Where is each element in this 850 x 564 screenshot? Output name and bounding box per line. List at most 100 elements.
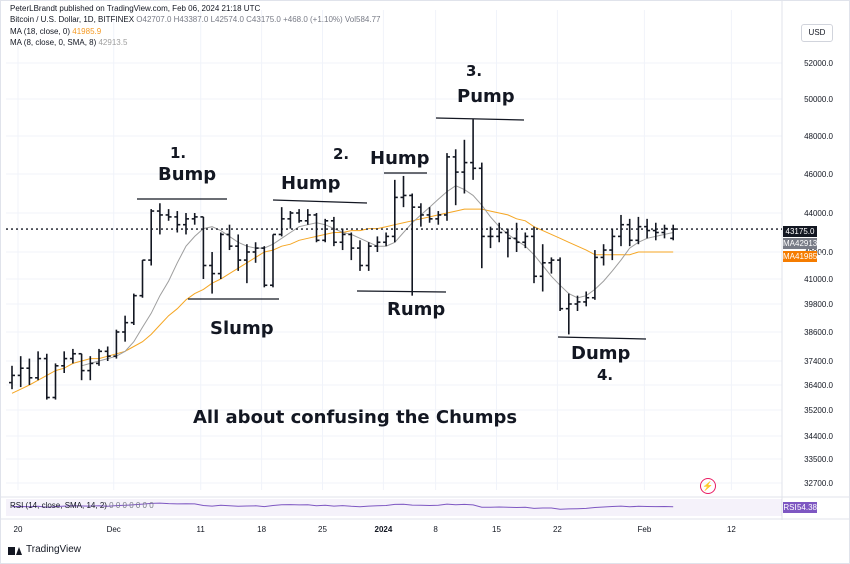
price-axis[interactable]: 32700.0 33500.0 34400.0 35200.0 36400.0 37400… [804, 59, 833, 488]
ohlc-bar [591, 250, 598, 300]
price-tick-label: 44000.0 [804, 209, 833, 218]
ohlc-bar [391, 179, 398, 243]
ohlc-bar [487, 226, 494, 249]
ohlc-bar [87, 356, 94, 381]
ma18-price-tag: MA 41985.9 [783, 251, 824, 262]
ohlc-bar [670, 224, 677, 241]
ohlc-bar [217, 232, 224, 279]
rsi-band [6, 499, 782, 516]
currency-button[interactable]: USD [801, 24, 833, 42]
rsi-legend[interactable]: RSI (14, close, SMA, 14, 2) 0 0 0 0 0 0 … [10, 501, 154, 510]
ohlc-bar [148, 209, 155, 266]
rsi-values: 0 0 0 0 0 0 0 [109, 501, 154, 510]
time-tick-label: 25 [318, 525, 327, 534]
time-tick-label: 20 [14, 525, 23, 534]
ohlc-bar [635, 216, 642, 245]
time-tick-label: 18 [257, 525, 266, 534]
ohlc-bar [165, 209, 172, 221]
tradingview-brand[interactable]: TradingView [8, 544, 81, 555]
ohlc-bar [583, 291, 590, 307]
ma18-legend[interactable]: MA (18, close, 0) 41985.9 [10, 27, 101, 36]
ohlc-bar [304, 209, 311, 225]
pump-label: Pump [457, 86, 515, 107]
rsi-pane[interactable] [6, 499, 782, 516]
ohlc-bar [557, 257, 564, 311]
ohlc-bar [270, 233, 276, 288]
bump-number: 1. [170, 144, 187, 162]
ohlc-bar [26, 358, 33, 385]
ohlc-bar [313, 213, 320, 243]
price-tick-label: 37400.0 [804, 357, 833, 366]
pump-line[interactable] [435, 117, 525, 121]
ohlc-bar [400, 175, 407, 208]
rump-line[interactable] [356, 290, 447, 293]
ohlc-bar [461, 139, 468, 194]
ohlc-bar [435, 211, 442, 225]
ohlc-bar [504, 228, 511, 258]
hump2-label: Hump [370, 148, 430, 169]
price-tick-label: 36400.0 [804, 381, 833, 390]
time-tick-label: Feb [638, 525, 652, 534]
ohlc-bar [200, 216, 207, 279]
rump-label: Rump [387, 299, 446, 320]
time-tick-label: 15 [492, 525, 501, 534]
pump-number: 3. [466, 62, 483, 80]
hump1-line[interactable] [272, 199, 368, 204]
price-tick-label: 52000.0 [804, 59, 833, 68]
ohlc-bar [539, 244, 546, 292]
price-tick-label: 46000.0 [804, 170, 833, 179]
price-tick-label: 42000.0 [804, 248, 833, 257]
time-axis[interactable]: 20 Dec 11 18 25 2024 8 15 22 Feb 12 [14, 525, 737, 534]
dump-line[interactable] [557, 336, 647, 340]
ohlc-bar [409, 193, 416, 296]
ohlc-bar [104, 346, 111, 361]
ohlc-bar [226, 224, 233, 251]
dump-number: 4. [597, 366, 614, 384]
ohlc-bar [17, 356, 24, 388]
ohlc-bar [35, 351, 42, 381]
price-tick-label: 48000.0 [804, 132, 833, 141]
ma8-value: 42913.5 [98, 38, 128, 47]
symbol-legend: Bitcoin / U.S. Dollar, 1D, BITFINEX O427… [10, 15, 380, 24]
price-tick-label: 38600.0 [804, 328, 833, 337]
ohlc-bar [374, 236, 381, 252]
ma18-value: 41985.9 [72, 27, 102, 36]
symbol-name: Bitcoin / U.S. Dollar, 1D, BITFINEX [10, 15, 135, 24]
ohlc-bar [96, 348, 102, 366]
ohlc-bar [296, 209, 303, 223]
ohlc-bar [9, 365, 15, 390]
ohlc-bar [113, 329, 120, 359]
ohlc-bar [69, 348, 76, 364]
rsi-tag: RSI 54.38 [783, 502, 817, 513]
ohlc-bar [261, 246, 268, 288]
ohlc-bar [609, 228, 616, 261]
ma8-legend[interactable]: MA (8, close, 0, SMA, 8) 42913.5 [10, 38, 127, 47]
ma8-label: MA (8, close, 0, SMA, 8) [10, 38, 97, 47]
ohlc-bar [522, 232, 529, 249]
time-tick-label: 22 [553, 525, 562, 534]
lightning-icon[interactable]: ⚡ [700, 478, 716, 494]
ohlc-bar [600, 244, 607, 266]
brand-name: TradingView [26, 544, 82, 555]
ohlc-bar [243, 244, 250, 284]
published-by-text: PeterLBrandt published on TradingView.co… [10, 4, 261, 13]
ohlc-bar [61, 351, 68, 373]
time-tick-label: 8 [433, 525, 438, 534]
ohlc-bar [565, 293, 572, 335]
price-tick-label: 33500.0 [804, 455, 833, 464]
last-price-tag: 43175.0 [783, 226, 817, 237]
tradingview-logo-icon [8, 545, 22, 555]
ohlc-bar [130, 293, 137, 325]
caption-text: All about confusing the Chumps [193, 407, 518, 428]
ohlc-bar [78, 352, 85, 381]
ohlc-bar [278, 207, 285, 237]
ohlc-bar [574, 295, 581, 311]
time-tick-label: Dec [107, 525, 121, 534]
ohlc-bar [52, 363, 59, 400]
price-tick-label: 41000.0 [804, 275, 833, 284]
ohlc-bar [156, 203, 163, 235]
annotation-lines [137, 117, 647, 340]
ohlc-bar [122, 315, 129, 342]
ohlc-bar [496, 222, 503, 243]
